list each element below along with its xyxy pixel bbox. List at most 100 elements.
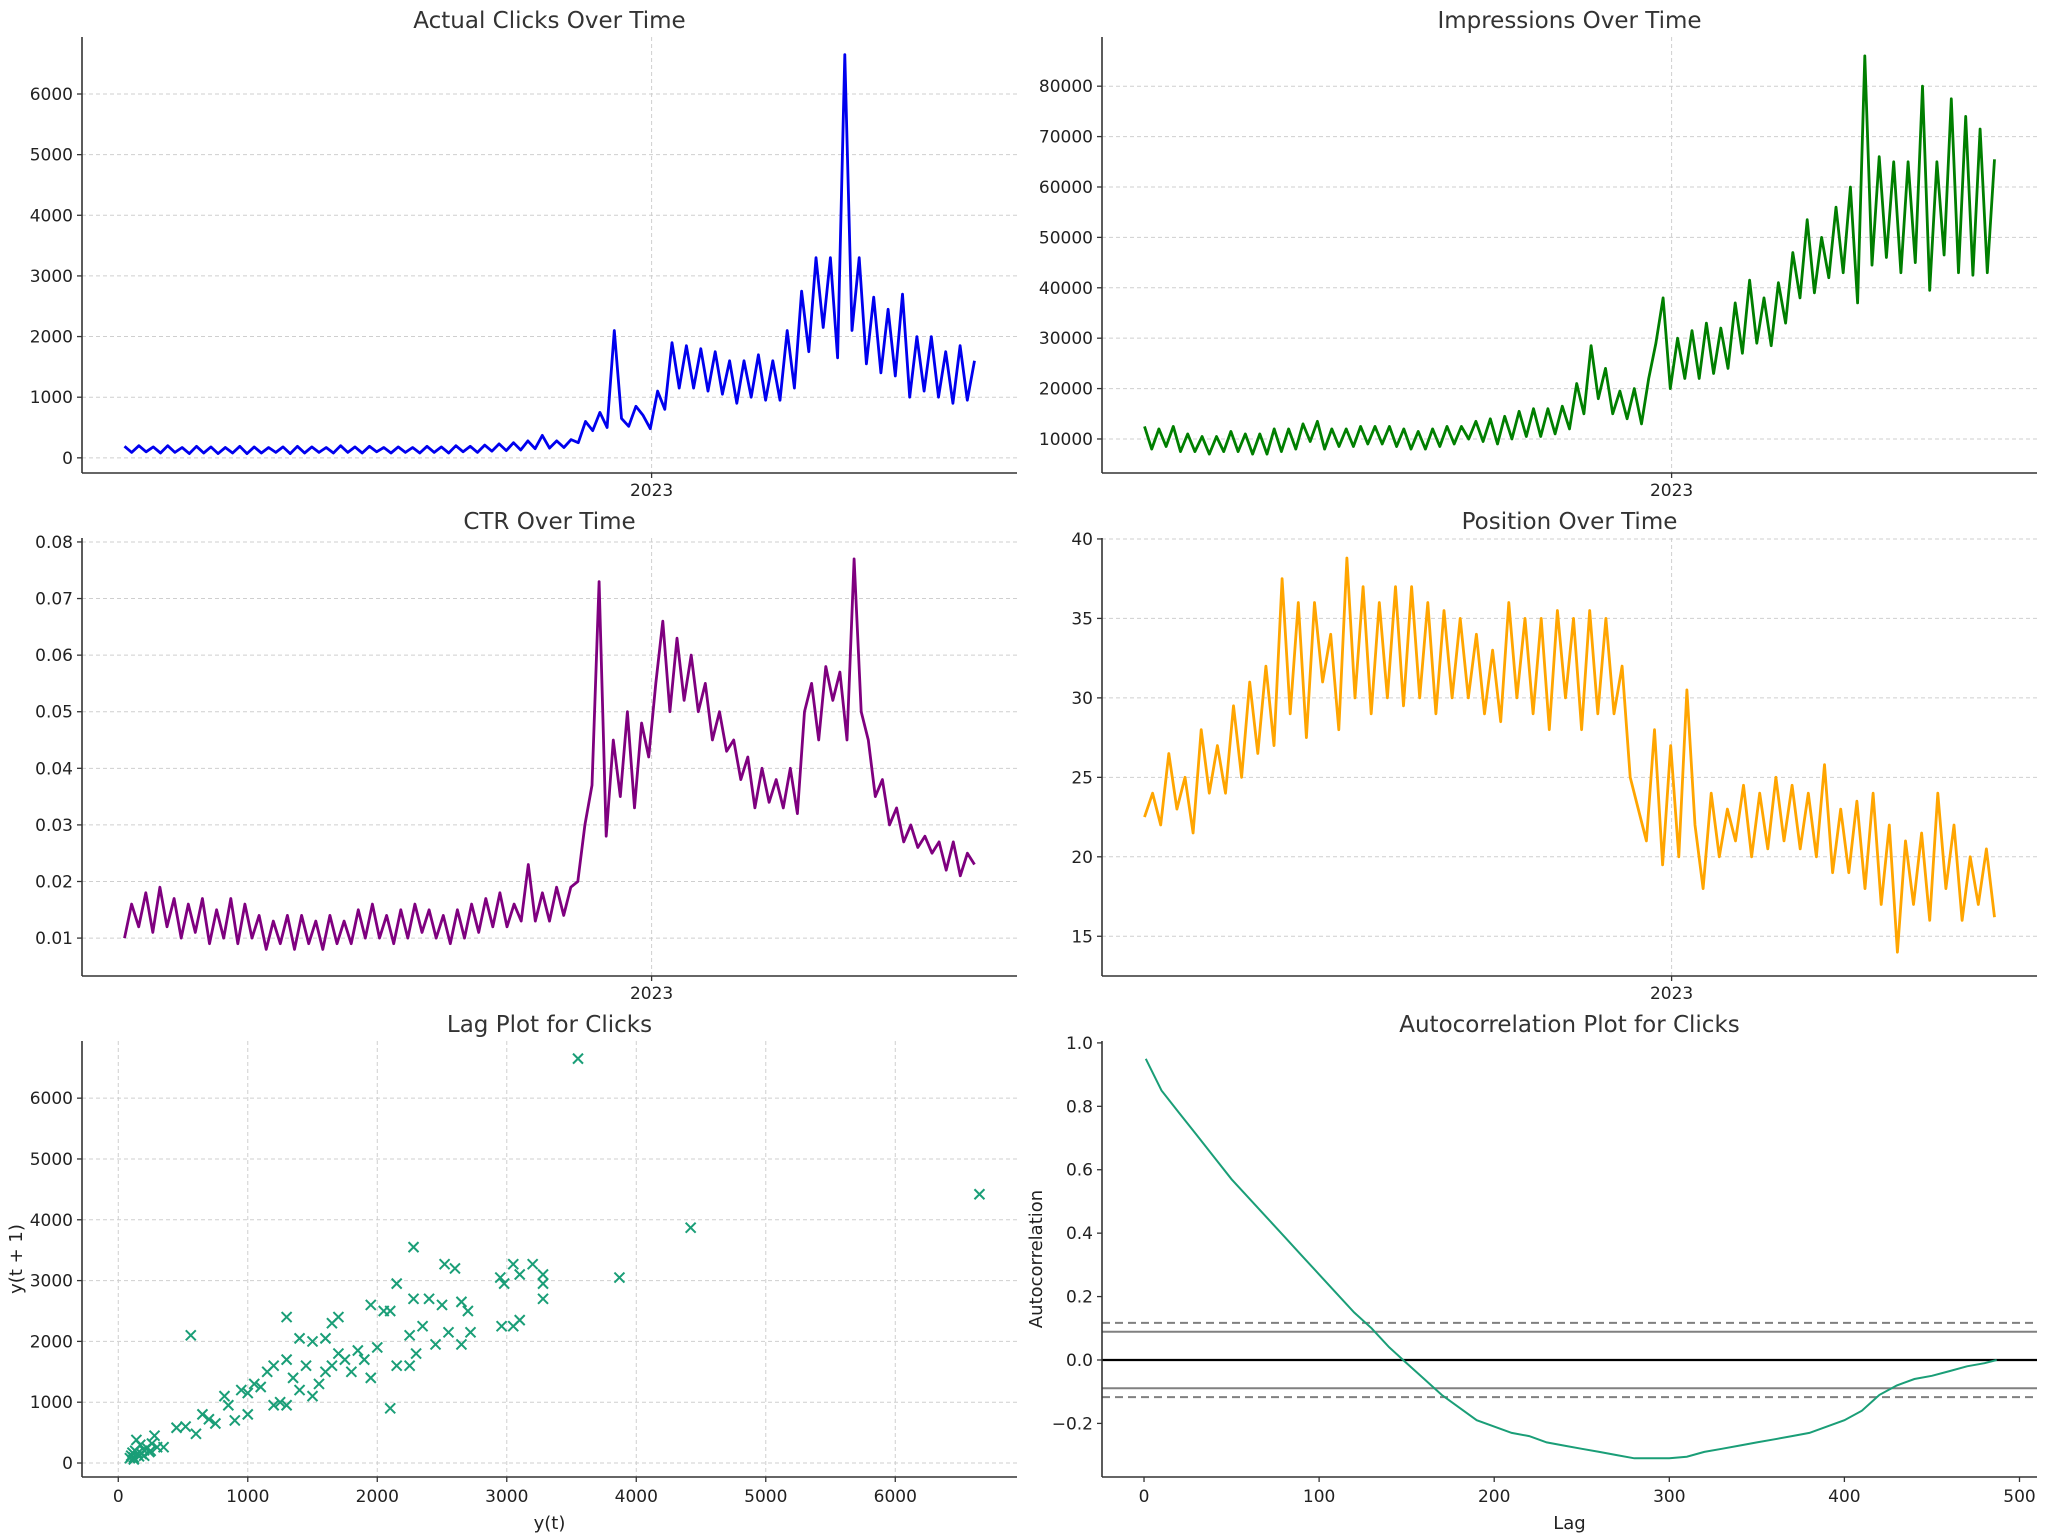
y-tick-label: 0.6 (1066, 1161, 1093, 1181)
x-tick-label: 0 (1139, 1487, 1150, 1507)
chart-position: Position Over Time 15 20 25 30 35 40 2023 (1071, 509, 2037, 1004)
scatter-point (455, 1296, 468, 1308)
y-tick-label: 3000 (30, 1272, 73, 1292)
x-tick-label: 2023 (630, 984, 673, 1004)
y-tick-label: 3000 (30, 267, 73, 287)
x-tick-label: 1000 (226, 1487, 269, 1507)
y-tick-label: 5000 (30, 1150, 73, 1170)
scatter-point (130, 1434, 143, 1446)
scatter-point (218, 1390, 231, 1402)
scatter-point (407, 1241, 420, 1253)
y-tick-label: 5000 (30, 146, 73, 166)
scatter-point (146, 1437, 158, 1450)
chart-title: Lag Plot for Clicks (447, 1012, 652, 1038)
scatter-point (371, 1341, 383, 1354)
y-tick-label: 0.2 (1066, 1288, 1093, 1308)
scatter-point (390, 1360, 403, 1372)
scatter-point (242, 1408, 254, 1421)
y-tick-label: 0.01 (35, 929, 73, 949)
y-tick-label: 0.06 (35, 646, 73, 666)
y-tick-label: 80000 (1039, 77, 1093, 97)
scatter-point (255, 1381, 267, 1393)
y-tick-label: 0.8 (1066, 1097, 1093, 1117)
y-tick-label: 20000 (1039, 380, 1093, 400)
scatter-point (438, 1258, 451, 1270)
chart-lag: Lag Plot for Clicks 0 1000 2000 3000 4000 5000… (6, 1012, 1017, 1534)
scatter-point (572, 1052, 584, 1065)
scatter-point (148, 1429, 161, 1442)
scatter-point (352, 1344, 364, 1357)
chart-impressions: Impressions Over Time 10000 20000 30000 4000… (1039, 8, 2037, 501)
y-axis-label: Autocorrelation (1026, 1190, 1047, 1328)
scatter-point (442, 1326, 455, 1338)
y-tick-label: 1000 (30, 1393, 73, 1413)
scatter-point (613, 1271, 626, 1284)
scatter-point (128, 1453, 140, 1466)
x-tick-label: 400 (1828, 1487, 1860, 1507)
y-tick-label: 4000 (30, 1211, 73, 1231)
scatter-point (494, 1271, 506, 1284)
y-tick-label: 15 (1071, 927, 1093, 947)
x-tick-label: 3000 (485, 1487, 528, 1507)
y-tick-label: 0.03 (35, 816, 73, 836)
y-tick-label: 6000 (30, 85, 73, 105)
y-tick-label: 40 (1071, 530, 1093, 550)
y-tick-label: 4000 (30, 206, 73, 226)
scatter-point (498, 1277, 510, 1290)
y-tick-label: 6000 (30, 1089, 73, 1109)
scatter-point (300, 1360, 312, 1372)
x-tick-label: 2023 (630, 481, 673, 501)
x-tick-label: 2023 (1650, 481, 1693, 501)
scatter-point (157, 1441, 170, 1453)
scatter-point (390, 1277, 403, 1290)
y-tick-label: 0 (62, 1454, 73, 1474)
x-tick-label: 500 (2003, 1487, 2035, 1507)
y-tick-label: −0.2 (1052, 1414, 1093, 1434)
scatter-point (185, 1329, 197, 1342)
scatter-point (537, 1268, 549, 1281)
scatter-point (170, 1422, 183, 1434)
y-tick-label: 0.08 (35, 533, 73, 553)
scatter-point (684, 1221, 697, 1234)
chart-title: Actual Clicks Over Time (413, 8, 685, 34)
scatter-point (407, 1293, 420, 1305)
x-tick-label: 4000 (615, 1487, 658, 1507)
scatter-point (313, 1378, 325, 1390)
scatter-point (339, 1353, 351, 1366)
y-tick-label: 10000 (1039, 430, 1093, 450)
scatter-point (267, 1360, 280, 1372)
scatter-point (365, 1372, 377, 1384)
y-tick-label: 0.04 (35, 759, 73, 779)
scatter-point (410, 1347, 422, 1360)
scatter-point (267, 1399, 280, 1411)
y-tick-label: 25 (1071, 768, 1093, 788)
scatter-point (242, 1387, 254, 1399)
scatter-point (280, 1353, 293, 1366)
x-tick-label: 300 (1653, 1487, 1685, 1507)
scatter-point (319, 1332, 332, 1345)
chart-clicks: Actual Clicks Over Time 0 1000 2000 3000 4000… (30, 8, 1017, 501)
y-tick-label: 1000 (30, 388, 73, 408)
x-axis-label: y(t) (534, 1513, 566, 1534)
y-tick-label: 1.0 (1066, 1034, 1093, 1054)
scatter-point (455, 1338, 468, 1351)
scatter-point (358, 1353, 371, 1366)
scatter-point (449, 1262, 461, 1275)
scatter-point (495, 1320, 508, 1332)
scatter-point (423, 1293, 435, 1305)
scatter-point (514, 1268, 526, 1281)
scatter-point (403, 1329, 416, 1342)
scatter-point (248, 1378, 260, 1390)
scatter-point (306, 1335, 319, 1348)
scatter-point (403, 1360, 416, 1372)
scatter-point (229, 1414, 241, 1427)
scatter-point (384, 1402, 396, 1414)
impressions-series-line (1143, 54, 1996, 456)
scatter-point (287, 1372, 299, 1384)
scatter-point (235, 1384, 247, 1396)
scatter-point (429, 1338, 442, 1351)
scatter-point (462, 1305, 474, 1317)
y-tick-label: 0 (62, 449, 73, 469)
scatter-point (293, 1332, 306, 1345)
chart-acf: Autocorrelation Plot for Clicks −0.2 0.0 0.… (1026, 1012, 2037, 1534)
